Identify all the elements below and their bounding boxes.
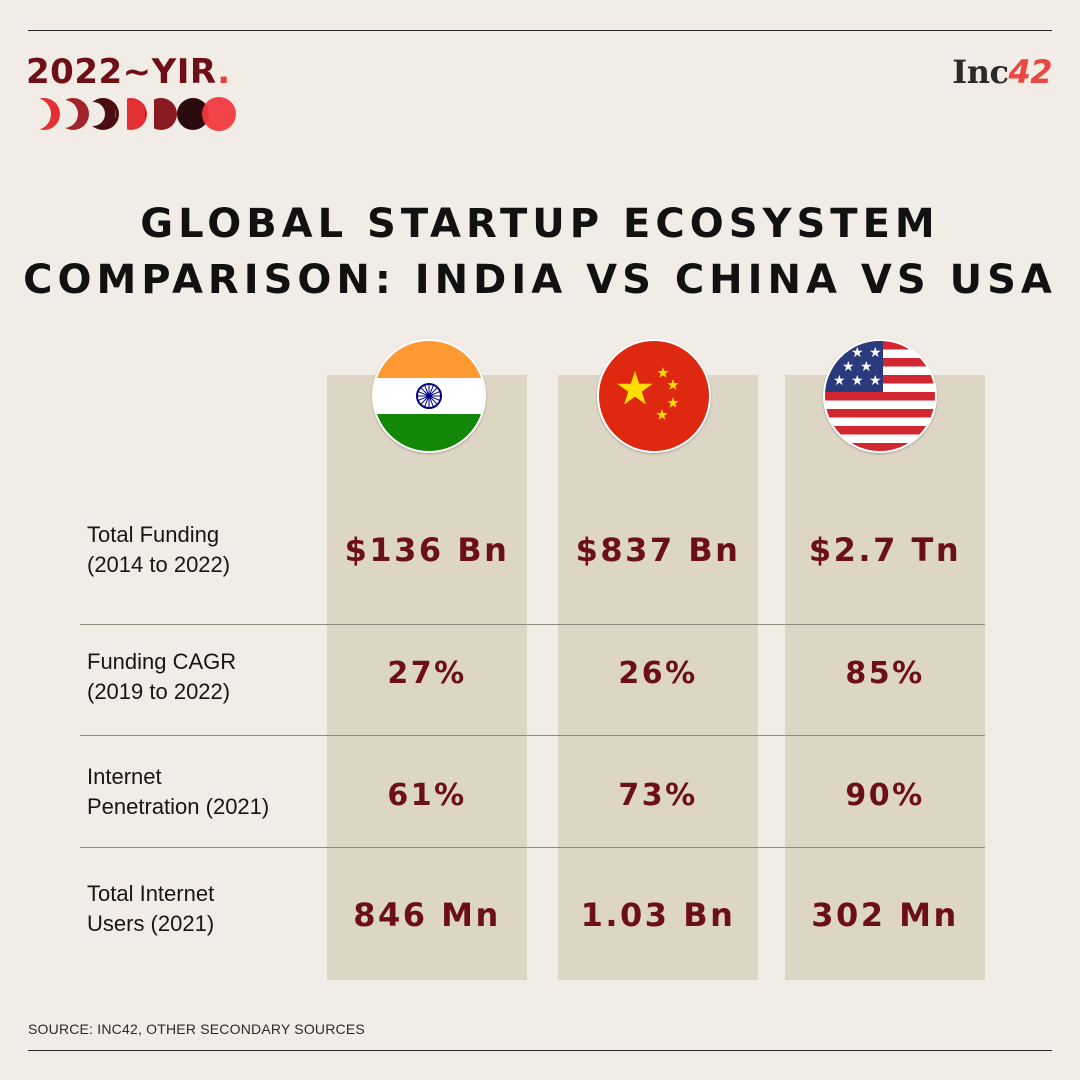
svg-text:★: ★ [860,359,873,375]
china-flag-icon [597,339,711,453]
india-funding-cagr: 27% [387,656,467,691]
row-divider [80,735,985,736]
bottom-rule [28,1050,1052,1051]
row-divider [80,847,985,848]
row-divider [80,624,985,625]
india-column [327,375,527,980]
usa-internet-penetration: 90% [845,778,925,813]
india-flag-icon [372,339,486,453]
row-label-line-1: Total Funding [87,522,220,547]
badge-text: 2022~YIR [26,52,218,92]
page-title: GLOBAL STARTUP ECOSYSTEM COMPARISON: IND… [0,196,1080,308]
svg-text:★: ★ [851,345,864,361]
svg-text:★: ★ [869,345,882,361]
inc42-logo: Inc42 [952,52,1052,92]
india-internet-penetration: 61% [387,778,467,813]
china-column [558,375,758,980]
row-label-funding-cagr: Funding CAGR (2019 to 2022) [87,647,317,707]
row-label-internet-penetration: Internet Penetration (2021) [87,762,317,822]
svg-text:★: ★ [851,373,864,389]
usa-funding-cagr: 85% [845,656,925,691]
row-label-total-funding: Total Funding (2014 to 2022) [87,520,317,580]
row-label-internet-users: Total Internet Users (2021) [87,879,317,939]
row-label-line-2: Penetration (2021) [87,794,270,819]
india-internet-users: 846 Mn [353,896,501,934]
title-line-1: GLOBAL STARTUP ECOSYSTEM [140,201,940,247]
china-funding-cagr: 26% [618,656,698,691]
svg-text:★: ★ [833,373,846,389]
row-label-line-2: Users (2021) [87,911,215,936]
svg-text:★: ★ [869,373,882,389]
brand-number: 42 [1008,53,1052,91]
year-in-review-badge: 2022~YIR. [26,52,231,92]
badge-dot: . [217,52,231,92]
china-internet-penetration: 73% [618,778,698,813]
moon-phases-icon [28,97,236,131]
india-total-funding: $136 Bn [344,531,510,569]
usa-internet-users: 302 Mn [811,896,959,934]
usa-flag-icon: ★ ★ ★ ★ ★ ★ ★ ★ [823,339,937,453]
row-label-line-1: Total Internet [87,881,215,906]
brand-prefix: Inc [952,53,1009,91]
svg-text:★: ★ [842,359,855,375]
top-rule [28,30,1052,31]
usa-column [785,375,985,980]
row-label-line-1: Internet [87,764,162,789]
title-line-2: COMPARISON: INDIA VS CHINA VS USA [23,257,1057,303]
china-total-funding: $837 Bn [575,531,741,569]
row-label-line-2: (2019 to 2022) [87,679,231,704]
row-label-line-2: (2014 to 2022) [87,552,231,577]
usa-total-funding: $2.7 Tn [808,531,962,569]
china-internet-users: 1.03 Bn [580,896,736,934]
source-note: SOURCE: INC42, OTHER SECONDARY SOURCES [28,1021,365,1037]
row-label-line-1: Funding CAGR [87,649,237,674]
